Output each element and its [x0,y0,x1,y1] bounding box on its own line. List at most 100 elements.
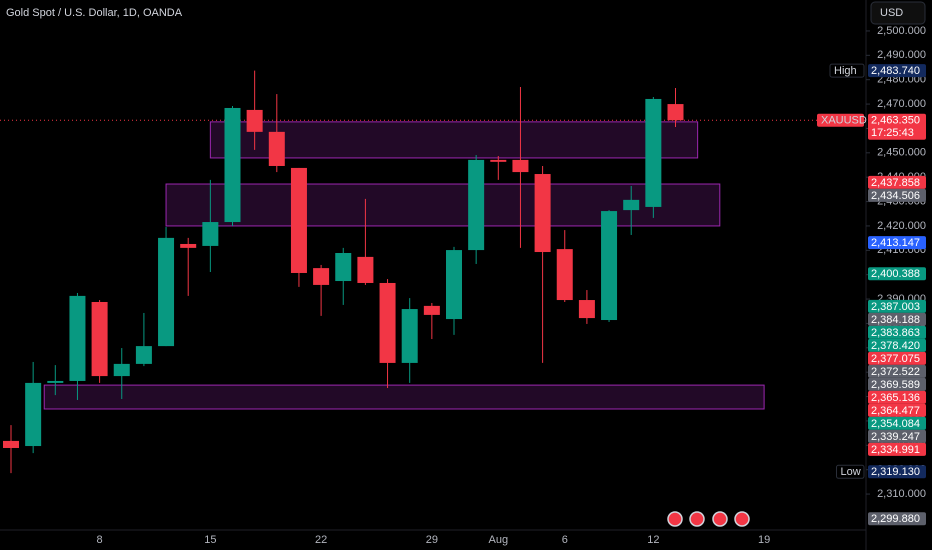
price-label: 2,387.003 [871,301,920,313]
y-tick-label: 2,420.000 [877,220,926,232]
price-label: 2,377.075 [871,353,920,365]
x-tick-label: 8 [97,534,103,546]
y-tick-label: 2,490.000 [877,49,926,61]
candle-body [379,282,396,363]
price-label-bg [868,403,926,417]
y-tick-label: 2,500.000 [877,25,926,37]
candle-body [623,199,640,211]
price-tag: Low [841,466,861,478]
price-label-bg [868,299,926,313]
candle-body [556,249,573,301]
candle-body [645,98,662,207]
price-label: 2,364.477 [871,405,920,417]
candle-body [468,159,485,251]
chart-title: Gold Spot / U.S. Dollar, 1D, OANDA [6,7,183,19]
price-label: 2,299.880 [871,513,920,525]
price-label-bg [868,188,926,202]
currency-button[interactable] [870,1,926,25]
price-label: 2,483.740 [871,65,920,77]
candle-body [180,243,197,248]
candle-body [91,301,108,377]
price-tag: XAUUSD [821,115,867,127]
candle-body [357,256,374,283]
price-label: 2,372.522 [871,366,920,378]
price-tag-bg [817,113,864,127]
x-tick-label: 22 [315,534,327,546]
candle-body [290,167,307,273]
price-label-bg [868,429,926,443]
candle-body [246,109,263,132]
candle-body [601,211,618,321]
price-label-bg [868,312,926,326]
price-label-bg [868,64,926,78]
price-label-bg [868,236,926,250]
candle-body [423,305,440,315]
currency-label[interactable]: USD [880,7,903,19]
candle-body [158,237,175,347]
x-tick-label: 15 [204,534,216,546]
candle-body [578,300,595,319]
candle-body [534,174,551,253]
candle-body [446,250,462,320]
event-icons [667,511,750,527]
price-label: 2,434.506 [871,190,920,202]
price-label: 2,463.350 [871,115,920,127]
zone [165,183,721,227]
price-label-bg [868,267,926,281]
candle-body [401,309,418,363]
x-tick-label: 19 [758,534,770,546]
x-tick-label: 6 [562,534,568,546]
y-tick-label: 2,310.000 [877,488,926,500]
price-label: 2,339.247 [871,431,920,443]
price-label-bg [868,416,926,430]
price-tag-bg [829,63,865,78]
candle-body [490,159,507,162]
price-label: 2,413.147 [871,237,920,249]
price-label-bg [868,390,926,404]
price-label-countdown: 17:25:43 [871,127,914,139]
candle-body [335,252,352,282]
candle-body [69,295,86,381]
event-icon[interactable] [689,511,705,527]
price-tag: High [834,65,857,77]
candle-body [3,440,19,448]
price-label-bg [868,351,926,365]
price-label-bg [868,465,926,479]
price-label: 2,383.863 [871,327,920,339]
price-label: 2,334.991 [871,444,920,456]
price-label: 2,365.136 [871,392,920,404]
price-label: 2,384.188 [871,314,920,326]
price-label: 2,400.388 [871,268,920,280]
price-label: 2,369.589 [871,379,920,391]
candle-body [47,380,64,383]
price-label-bg [868,377,926,391]
candle-body [135,346,152,364]
price-label: 2,319.130 [871,466,920,478]
candle-body [313,268,330,285]
zone [209,121,699,159]
candle-body [224,107,241,223]
candle-body [268,131,285,166]
price-label-bg [868,113,926,140]
candle-body [25,382,42,447]
price-label-bg [868,364,926,378]
candle-body [113,363,130,377]
event-icon[interactable] [667,511,683,527]
price-label: 2,437.858 [871,177,920,189]
event-icon[interactable] [734,511,750,527]
price-label-bg [868,325,926,339]
y-tick-label: 2,450.000 [877,147,926,159]
candle-body [202,222,219,246]
y-tick-label: 2,470.000 [877,98,926,110]
price-label-bg [868,175,926,189]
x-tick-label: 12 [647,534,659,546]
price-label-bg [868,512,926,526]
x-tick-label: 29 [426,534,438,546]
event-icon[interactable] [712,511,728,527]
price-tag-bg [836,464,865,479]
zone [43,384,765,410]
candle-body [667,104,684,121]
